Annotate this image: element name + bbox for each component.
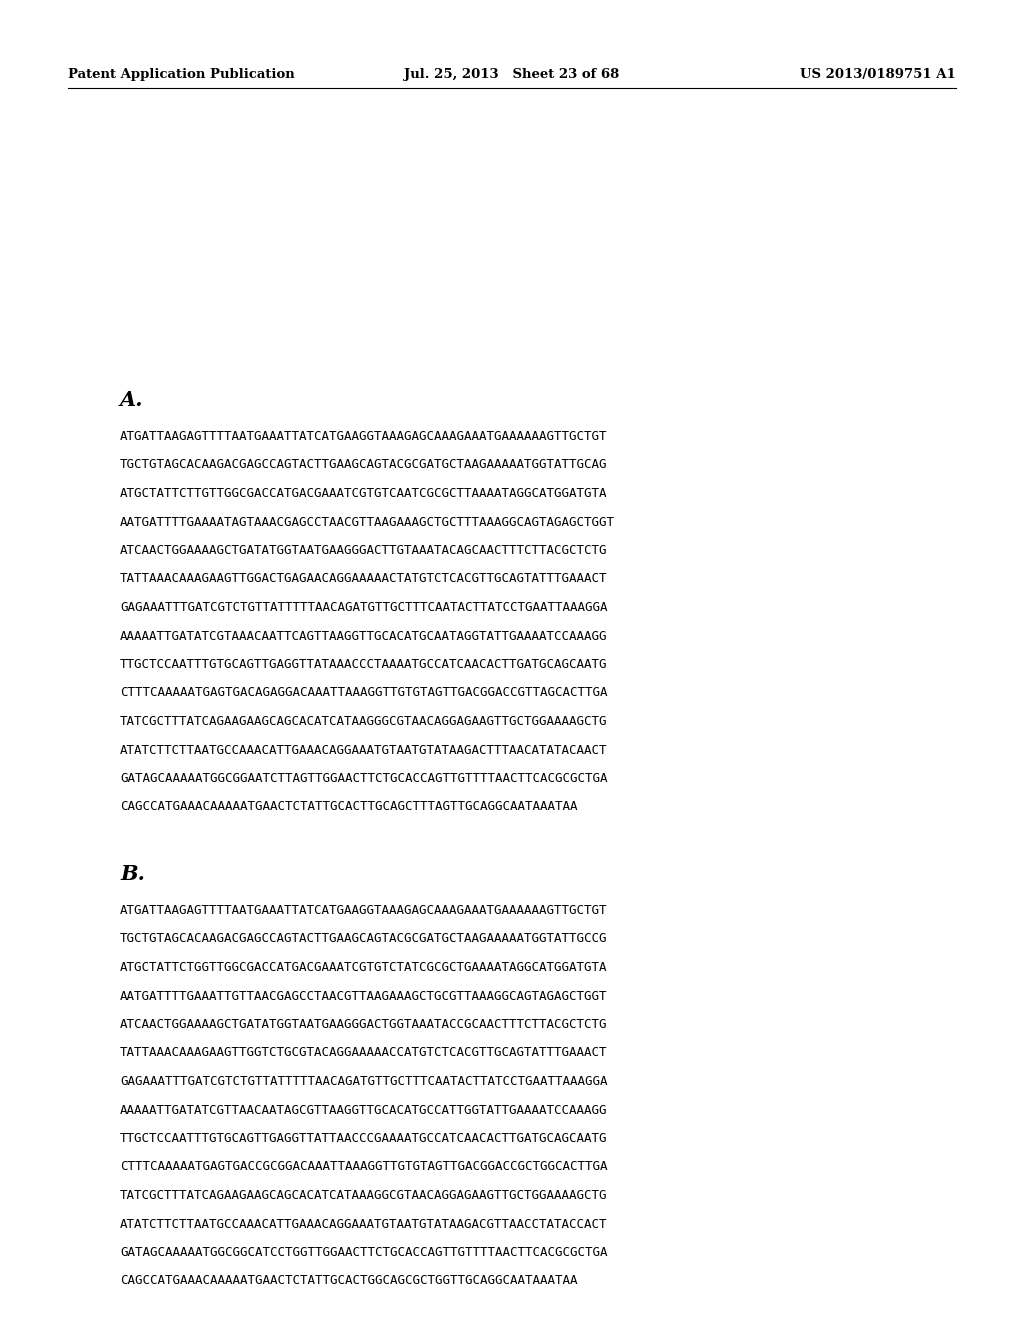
Text: TGCTGTAGCACAAGACGAGCCAGTACTTGAAGCAGTACGCGATGCTAAGAAAAATGGTATTGCAG: TGCTGTAGCACAAGACGAGCCAGTACTTGAAGCAGTACGC… — [120, 458, 607, 471]
Text: GATAGCAAAAATGGCGGAATCTTAGTTGGAACTTCTGCACCAGTTGTTTTAACTTCACGCGCTGA: GATAGCAAAAATGGCGGAATCTTAGTTGGAACTTCTGCAC… — [120, 772, 607, 785]
Text: TATCGCTTTATCAGAAGAAGCAGCACATCATAAGGGCGTAACAGGAGAAGTTGCTGGAAAAGCTG: TATCGCTTTATCAGAAGAAGCAGCACATCATAAGGGCGTA… — [120, 715, 607, 729]
Text: CAGCCATGAAACAAAAATGAACTCTATTGCACTTGCAGCTTTAGTTGCAGGCAATAAATAA: CAGCCATGAAACAAAAATGAACTCTATTGCACTTGCAGCT… — [120, 800, 578, 813]
Text: GATAGCAAAAATGGCGGCATCCTGGTTGGAACTTCTGCACCAGTTGTTTTAACTTCACGCGCTGA: GATAGCAAAAATGGCGGCATCCTGGTTGGAACTTCTGCAC… — [120, 1246, 607, 1259]
Text: Jul. 25, 2013   Sheet 23 of 68: Jul. 25, 2013 Sheet 23 of 68 — [404, 69, 620, 81]
Text: TTGCTCCAATTTGTGCAGTTGAGGTTATAAACCCTAAAATGCCATCAACACTTGATGCAGCAATG: TTGCTCCAATTTGTGCAGTTGAGGTTATAAACCCTAAAAT… — [120, 657, 607, 671]
Text: ATGCTATTCTTGTTGGCGACCATGACGAAATCGTGTCAATCGCGCTTAAAATAGGCATGGATGTA: ATGCTATTCTTGTTGGCGACCATGACGAAATCGTGTCAAT… — [120, 487, 607, 500]
Text: Patent Application Publication: Patent Application Publication — [68, 69, 295, 81]
Text: TATTAAACAAAGAAGTTGGACTGAGAACAGGAAAAACTATGTCTCACGTTGCAGTATTTGAAACT: TATTAAACAAAGAAGTTGGACTGAGAACAGGAAAAACTAT… — [120, 573, 607, 586]
Text: B.: B. — [120, 865, 144, 884]
Text: ATGATTAAGAGTTTTAATGAAATTATCATGAAGGTAAAGAGCAAAGAAATGAAAAAAGTTGCTGT: ATGATTAAGAGTTTTAATGAAATTATCATGAAGGTAAAGA… — [120, 430, 607, 444]
Text: ATATCTTCTTAATGCCAAACATTGAAACAGGAAATGTAATGTATAAGACTTTAACATATACAACT: ATATCTTCTTAATGCCAAACATTGAAACAGGAAATGTAAT… — [120, 743, 607, 756]
Text: A.: A. — [120, 389, 143, 411]
Text: ATCAACTGGAAAAGCTGATATGGTAATGAAGGGACTTGTAAATACAGCAACTTTCTTACGCTCTG: ATCAACTGGAAAAGCTGATATGGTAATGAAGGGACTTGTA… — [120, 544, 607, 557]
Text: US 2013/0189751 A1: US 2013/0189751 A1 — [800, 69, 956, 81]
Text: CTTTCAAAAATGAGTGACAGAGGACAAATTAAAGGTTGTGTAGTTGACGGACCGTTAGCACTTGA: CTTTCAAAAATGAGTGACAGAGGACAAATTAAAGGTTGTG… — [120, 686, 607, 700]
Text: GAGAAATTTGATCGTCTGTTATTTTTAACAGATGTTGCTTTCAATACTTATCCTGAATTAAAGGA: GAGAAATTTGATCGTCTGTTATTTTTAACAGATGTTGCTT… — [120, 601, 607, 614]
Text: TTGCTCCAATTTGTGCAGTTGAGGTTATTAACCCGAAAATGCCATCAACACTTGATGCAGCAATG: TTGCTCCAATTTGTGCAGTTGAGGTTATTAACCCGAAAAT… — [120, 1133, 607, 1144]
Text: TATTAAACAAAGAAGTTGGTCTGCGTACAGGAAAAACCATGTCTCACGTTGCAGTATTTGAAACT: TATTAAACAAAGAAGTTGGTCTGCGTACAGGAAAAACCAT… — [120, 1047, 607, 1060]
Text: ATATCTTCTTAATGCCAAACATTGAAACAGGAAATGTAATGTATAAGACGTTAACCTATACCACT: ATATCTTCTTAATGCCAAACATTGAAACAGGAAATGTAAT… — [120, 1217, 607, 1230]
Text: CTTTCAAAAATGAGTGACCGCGGACAAATTAAAGGTTGTGTAGTTGACGGACCGCTGGCACTTGA: CTTTCAAAAATGAGTGACCGCGGACAAATTAAAGGTTGTG… — [120, 1160, 607, 1173]
Text: AATGATTTTGAAATTGTTAACGAGCCTAACGTTAAGAAAGCTGCGTTAAAGGCAGTAGAGCTGGT: AATGATTTTGAAATTGTTAACGAGCCTAACGTTAAGAAAG… — [120, 990, 607, 1002]
Text: ATGATTAAGAGTTTTAATGAAATTATCATGAAGGTAAAGAGCAAAGAAATGAAAAAAGTTGCTGT: ATGATTAAGAGTTTTAATGAAATTATCATGAAGGTAAAGA… — [120, 904, 607, 917]
Text: ATCAACTGGAAAAGCTGATATGGTAATGAAGGGACTGGTAAATACCGCAACTTTCTTACGCTCTG: ATCAACTGGAAAAGCTGATATGGTAATGAAGGGACTGGTA… — [120, 1018, 607, 1031]
Text: AAAAATTGATATCGTTAACAATAGCGTTAAGGTTGCACATGCCATTGGTATTGAAAATCCAAAGG: AAAAATTGATATCGTTAACAATAGCGTTAAGGTTGCACAT… — [120, 1104, 607, 1117]
Text: AAAAATTGATATCGTAAACAATTCAGTTAAGGTTGCACATGCAATAGGTATTGAAAATCCAAAGG: AAAAATTGATATCGTAAACAATTCAGTTAAGGTTGCACAT… — [120, 630, 607, 643]
Text: CAGCCATGAAACAAAAATGAACTCTATTGCACTGGCAGCGCTGGTTGCAGGCAATAAATAA: CAGCCATGAAACAAAAATGAACTCTATTGCACTGGCAGCG… — [120, 1275, 578, 1287]
Text: TATCGCTTTATCAGAAGAAGCAGCACATCATAAAGGCGTAACAGGAGAAGTTGCTGGAAAAGCTG: TATCGCTTTATCAGAAGAAGCAGCACATCATAAAGGCGTA… — [120, 1189, 607, 1203]
Text: TGCTGTAGCACAAGACGAGCCAGTACTTGAAGCAGTACGCGATGCTAAGAAAAATGGTATTGCCG: TGCTGTAGCACAAGACGAGCCAGTACTTGAAGCAGTACGC… — [120, 932, 607, 945]
Text: GAGAAATTTGATCGTCTGTTATTTTTAACAGATGTTGCTTTCAATACTTATCCTGAATTAAAGGA: GAGAAATTTGATCGTCTGTTATTTTTAACAGATGTTGCTT… — [120, 1074, 607, 1088]
Text: AATGATTTTGAAAATAGTAAACGAGCCTAACGTTAAGAAAGCTGCTTTAAAGGCAGTAGAGCTGGT: AATGATTTTGAAAATAGTAAACGAGCCTAACGTTAAGAAA… — [120, 516, 615, 528]
Text: ATGCTATTCTGGTTGGCGACCATGACGAAATCGTGTCTATCGCGCTGAAAATAGGCATGGATGTA: ATGCTATTCTGGTTGGCGACCATGACGAAATCGTGTCTAT… — [120, 961, 607, 974]
